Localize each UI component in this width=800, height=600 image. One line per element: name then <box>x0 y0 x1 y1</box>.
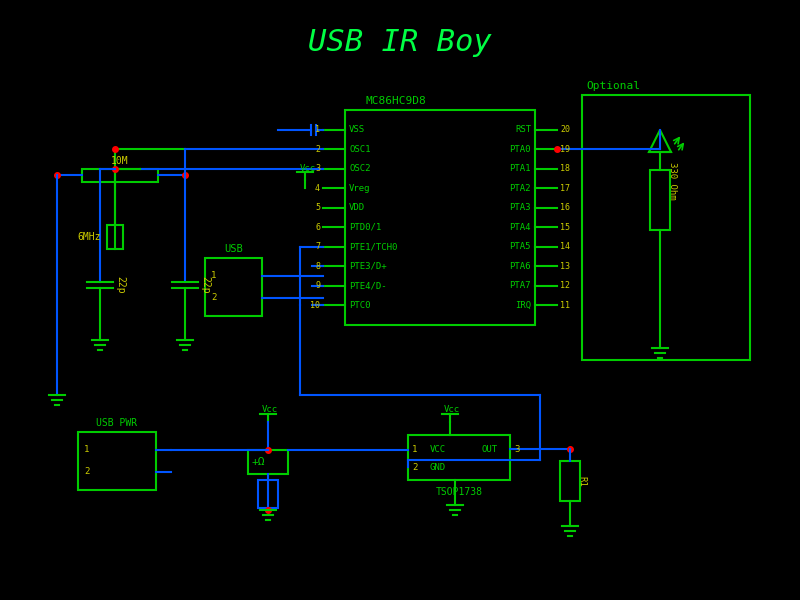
Text: 16: 16 <box>560 203 570 212</box>
Text: Vcc: Vcc <box>262 406 278 415</box>
Bar <box>258 480 278 508</box>
Text: OSC2: OSC2 <box>349 164 370 173</box>
Bar <box>82 169 158 181</box>
Text: TSOP1738: TSOP1738 <box>435 487 482 497</box>
Text: 18: 18 <box>560 164 570 173</box>
Text: 9: 9 <box>315 281 320 290</box>
Bar <box>78 432 156 490</box>
Text: Optional: Optional <box>586 81 640 91</box>
Text: Vreg: Vreg <box>349 184 370 193</box>
Text: 8: 8 <box>315 262 320 271</box>
Text: 20: 20 <box>560 125 570 134</box>
Text: 15: 15 <box>560 223 570 232</box>
Text: 6: 6 <box>315 223 320 232</box>
Bar <box>345 110 535 325</box>
Bar <box>408 435 510 480</box>
Text: PTC0: PTC0 <box>349 301 370 310</box>
Text: PTA4: PTA4 <box>510 223 531 232</box>
Text: PTD0/1: PTD0/1 <box>349 223 382 232</box>
Text: OSC1: OSC1 <box>349 145 370 154</box>
Text: Vcc: Vcc <box>444 406 460 415</box>
Text: 4: 4 <box>315 184 320 193</box>
Text: 3: 3 <box>315 164 320 173</box>
Text: GND: GND <box>430 463 446 472</box>
Text: 5: 5 <box>315 203 320 212</box>
Text: VDD: VDD <box>349 203 365 212</box>
Text: 2: 2 <box>412 463 418 472</box>
Text: 330 Ohm: 330 Ohm <box>669 163 678 200</box>
Text: IRQ: IRQ <box>515 301 531 310</box>
Bar <box>582 95 750 360</box>
Text: PTA1: PTA1 <box>510 164 531 173</box>
Bar <box>107 225 123 249</box>
Text: Vcc: Vcc <box>300 164 316 173</box>
Text: 7: 7 <box>315 242 320 251</box>
Text: USB IR Boy: USB IR Boy <box>308 28 492 57</box>
Bar <box>650 170 670 230</box>
Text: PTA3: PTA3 <box>510 203 531 212</box>
Text: RST: RST <box>515 125 531 134</box>
Text: 12: 12 <box>560 281 570 290</box>
Text: VSS: VSS <box>349 125 365 134</box>
Text: 6MHz: 6MHz <box>77 232 101 242</box>
Text: 1: 1 <box>84 445 90 455</box>
Text: PTA0: PTA0 <box>510 145 531 154</box>
Text: 14: 14 <box>560 242 570 251</box>
Text: PTA6: PTA6 <box>510 262 531 271</box>
Text: PTA5: PTA5 <box>510 242 531 251</box>
Text: 10: 10 <box>310 301 320 310</box>
Text: USB PWR: USB PWR <box>97 418 138 428</box>
Text: 1: 1 <box>211 271 216 280</box>
Text: USB: USB <box>224 244 243 254</box>
Text: 13: 13 <box>560 262 570 271</box>
Text: 22p: 22p <box>115 276 125 294</box>
Text: R1: R1 <box>578 476 586 487</box>
Text: VCC: VCC <box>430 445 446 454</box>
Text: 1: 1 <box>315 125 320 134</box>
Text: 19: 19 <box>560 145 570 154</box>
Text: 2: 2 <box>211 293 216 302</box>
Text: PTA2: PTA2 <box>510 184 531 193</box>
Text: +Ω: +Ω <box>252 457 266 467</box>
Bar <box>560 461 580 501</box>
Text: 1: 1 <box>412 445 418 454</box>
Text: PTA7: PTA7 <box>510 281 531 290</box>
Text: 10M: 10M <box>111 157 129 166</box>
Text: 17: 17 <box>560 184 570 193</box>
Text: MC86HC9D8: MC86HC9D8 <box>365 96 426 106</box>
Text: PTE1/TCH0: PTE1/TCH0 <box>349 242 398 251</box>
Text: 2: 2 <box>315 145 320 154</box>
Text: 2: 2 <box>84 467 90 476</box>
Text: 3: 3 <box>514 445 519 454</box>
Bar <box>205 258 262 316</box>
Text: OUT: OUT <box>482 445 498 454</box>
Text: 11: 11 <box>560 301 570 310</box>
Text: PTE4/D-: PTE4/D- <box>349 281 386 290</box>
Text: PTE3/D+: PTE3/D+ <box>349 262 386 271</box>
Text: 22p: 22p <box>200 276 210 294</box>
Bar <box>248 450 288 474</box>
